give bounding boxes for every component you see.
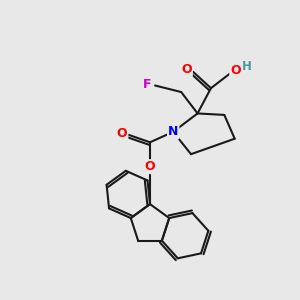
- Text: O: O: [181, 63, 192, 76]
- Text: H: H: [242, 60, 251, 73]
- Text: N: N: [168, 125, 178, 138]
- Text: O: O: [230, 64, 241, 77]
- Text: O: O: [145, 160, 155, 173]
- Text: F: F: [142, 77, 151, 91]
- Text: O: O: [117, 127, 128, 140]
